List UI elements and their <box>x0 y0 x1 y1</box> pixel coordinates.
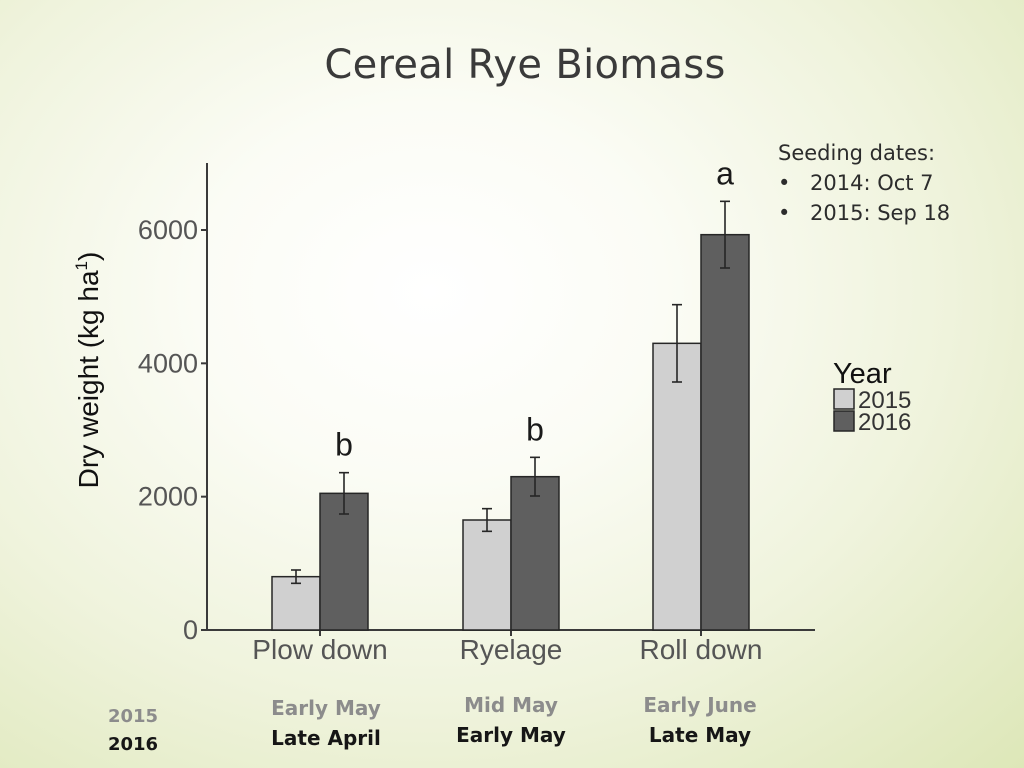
timing-year-key: 2015 2016 <box>80 703 186 759</box>
bar-2015 <box>652 342 702 631</box>
y-tick-label: 2000 <box>138 482 198 512</box>
stage-timing-roll-down: Early June Late May <box>600 690 800 750</box>
legend-title: Year <box>833 358 892 390</box>
legend-swatch-2015 <box>833 388 855 410</box>
legend-swatch-2016 <box>833 410 855 432</box>
bar-2016 <box>700 233 750 631</box>
bar-2015 <box>271 575 321 631</box>
seeding-dates-list: • 2014: Oct 7 • 2015: Sep 18 <box>778 168 950 228</box>
seeding-date-item: • 2014: Oct 7 <box>778 168 950 198</box>
seeding-date-text: 2014: Oct 7 <box>810 171 934 195</box>
significance-letter: a <box>716 155 734 191</box>
seeding-dates-note: Seeding dates: • 2014: Oct 7 • 2015: Sep 1… <box>778 138 950 228</box>
bar-2015 <box>462 519 512 631</box>
timing-2016-label: Late April <box>271 726 381 750</box>
y-tick-label: 6000 <box>138 215 198 245</box>
timing-2015-label: Mid May <box>464 693 558 717</box>
significance-letter: b <box>526 411 544 447</box>
timing-2016-label: Early May <box>456 723 566 747</box>
x-tick-label: Roll down <box>640 634 763 665</box>
slide-title: Cereal Rye Biomass <box>324 42 726 88</box>
x-tick-label: Plow down <box>252 634 387 665</box>
seeding-date-item: • 2015: Sep 18 <box>778 198 950 228</box>
significance-letter: b <box>335 427 353 463</box>
bullet-icon: • <box>778 201 791 225</box>
y-axis-title: Dry weight (kg ha1) <box>72 252 104 489</box>
bullet-icon: • <box>778 171 791 195</box>
x-tick-label: Ryelage <box>460 634 563 665</box>
stage-timing-plow-down: Early May Late April <box>226 693 426 753</box>
stage-timing-ryelage: Mid May Early May <box>411 690 611 750</box>
year-key-2016: 2016 <box>107 734 159 755</box>
timing-2015-label: Early June <box>643 693 757 717</box>
seeding-dates-header: Seeding dates: <box>778 141 936 165</box>
year-key-2015: 2015 <box>107 706 159 727</box>
bar-2016 <box>319 492 369 631</box>
legend-label: 2015 <box>858 387 911 414</box>
seeding-date-text: 2015: Sep 18 <box>810 201 951 225</box>
legend-label: 2016 <box>858 409 911 436</box>
bar-2016 <box>510 475 560 631</box>
timing-2016-label: Late May <box>648 723 752 747</box>
y-tick-label: 0 <box>183 615 198 645</box>
y-tick-label: 4000 <box>138 348 198 378</box>
timing-2015-label: Early May <box>271 696 381 720</box>
